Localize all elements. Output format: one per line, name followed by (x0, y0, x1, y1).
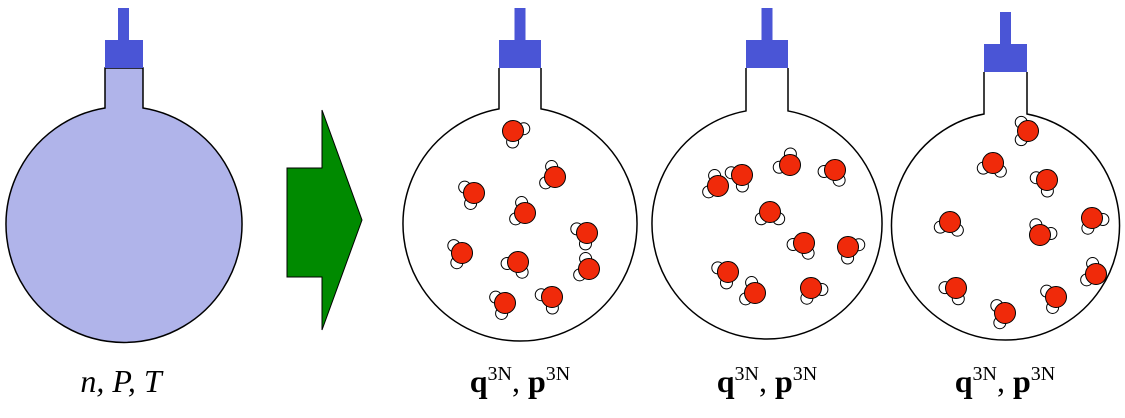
macro-flask (6, 8, 242, 342)
position-superscript: 3N (735, 363, 759, 385)
diagram: n, P, T q3N, p3Nq3N, p3Nq3N, p3N (0, 0, 1125, 418)
oxygen-atom (983, 153, 1004, 174)
micro-label: q3N, p3N (717, 363, 818, 399)
position-superscript: 3N (973, 363, 997, 385)
oxygen-atom (452, 243, 473, 264)
piston (499, 40, 541, 68)
piston-rod (515, 8, 526, 42)
position-superscript: 3N (488, 363, 512, 385)
piston-rod (1000, 12, 1011, 46)
micro-flask (892, 12, 1120, 340)
oxygen-atom (995, 303, 1016, 324)
separator: , (512, 363, 528, 399)
oxygen-atom (708, 176, 729, 197)
oxygen-atom (1030, 225, 1051, 246)
separator: , (759, 363, 775, 399)
position-symbol: q (470, 363, 488, 399)
oxygen-atom (579, 259, 600, 280)
momentum-symbol: p (775, 363, 793, 399)
position-symbol: q (717, 363, 735, 399)
momentum-superscript: 3N (793, 363, 817, 385)
micro-label: q3N, p3N (470, 363, 571, 399)
oxygen-atom (825, 160, 846, 181)
oxygen-atom (838, 237, 859, 258)
oxygen-atom (542, 287, 563, 308)
oxygen-atom (1086, 264, 1107, 285)
position-symbol: q (955, 363, 973, 399)
oxygen-atom (801, 278, 822, 299)
oxygen-atom (464, 183, 485, 204)
oxygen-atom (577, 223, 598, 244)
momentum-symbol: p (528, 363, 546, 399)
oxygen-atom (515, 203, 536, 224)
piston-rod (762, 8, 773, 42)
oxygen-atom (508, 252, 529, 273)
micro-label: q3N, p3N (955, 363, 1056, 399)
micro-flask (403, 8, 637, 341)
piston (746, 40, 788, 68)
oxygen-atom (794, 233, 815, 254)
oxygen-atom (1082, 208, 1103, 229)
arrow (287, 110, 362, 330)
oxygen-atom (745, 283, 766, 304)
momentum-symbol: p (1013, 363, 1031, 399)
oxygen-atom (503, 121, 524, 142)
oxygen-atom (718, 262, 739, 283)
oxygen-atom (780, 155, 801, 176)
oxygen-atom (545, 167, 566, 188)
separator: , (997, 363, 1013, 399)
momentum-superscript: 3N (546, 363, 570, 385)
momentum-superscript: 3N (1031, 363, 1055, 385)
oxygen-atom (940, 212, 961, 233)
oxygen-atom (760, 202, 781, 223)
macro-label: n, P, T (80, 363, 163, 399)
flask-outline (892, 72, 1120, 340)
oxygen-atom (1018, 121, 1039, 142)
oxygen-atom (732, 165, 753, 186)
piston (984, 44, 1027, 72)
oxygen-atom (495, 293, 516, 314)
oxygen-atom (1037, 170, 1058, 191)
micro-flask (652, 8, 882, 339)
oxygen-atom (1046, 287, 1067, 308)
oxygen-atom (946, 278, 967, 299)
